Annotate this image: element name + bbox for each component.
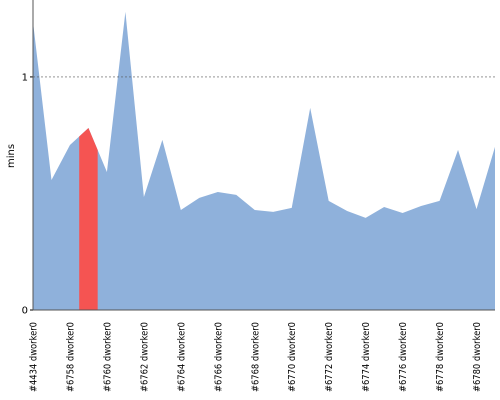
y-axis-label: mins xyxy=(6,144,17,168)
y-tick-label: 0 xyxy=(22,306,28,317)
x-tick-label: #6780 dworker0 xyxy=(472,322,483,392)
highlight-area xyxy=(79,127,98,310)
x-tick-label: #6768 dworker0 xyxy=(250,322,261,392)
x-tick-label: #6762 dworker0 xyxy=(139,322,150,392)
x-tick-label: #4434 dworker0 xyxy=(29,322,40,392)
x-tick-label: #6778 dworker0 xyxy=(435,322,446,392)
area xyxy=(33,11,495,311)
x-tick-label: #6760 dworker0 xyxy=(102,322,113,392)
y-tick-label: 1 xyxy=(22,72,28,83)
x-tick-label: #6776 dworker0 xyxy=(398,322,409,392)
x-tick-label: #6764 dworker0 xyxy=(176,322,187,392)
x-tick-label: #6774 dworker0 xyxy=(361,322,372,392)
x-tick-label: #6766 dworker0 xyxy=(213,322,224,392)
x-tick-label: #6772 dworker0 xyxy=(324,322,335,392)
x-tick-label: #6770 dworker0 xyxy=(287,322,298,392)
x-tick-label: #6758 dworker0 xyxy=(65,322,76,392)
